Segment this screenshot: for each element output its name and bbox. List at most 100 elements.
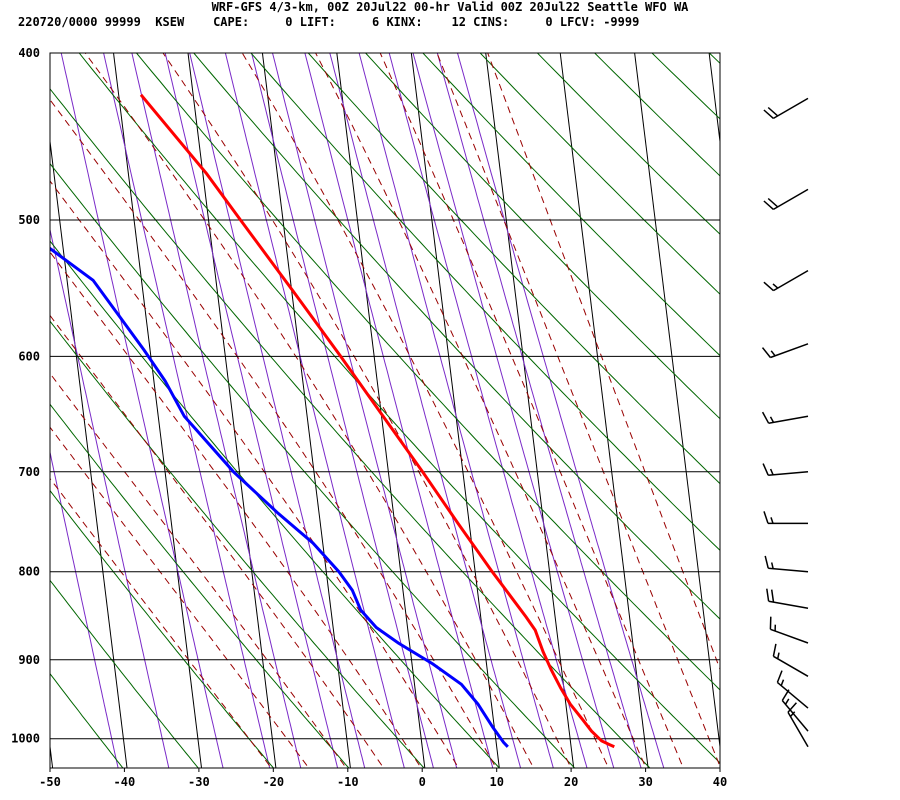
wind-barb-feather bbox=[762, 463, 769, 476]
wind-barb-feather bbox=[761, 347, 771, 358]
isotherm-line bbox=[410, 53, 500, 768]
dry-adiabat-line bbox=[593, 53, 720, 177]
wind-barb-staff bbox=[776, 681, 809, 709]
wind-barb-half-feather bbox=[789, 711, 796, 717]
wind-barb bbox=[761, 343, 809, 359]
mixing-ratio-line bbox=[50, 227, 170, 768]
moist-adiabat-line bbox=[50, 426, 310, 768]
mixing-ratio-line bbox=[271, 53, 458, 768]
moist-adiabat-line bbox=[50, 251, 422, 768]
isotherm-line bbox=[50, 137, 128, 768]
wind-barb-feather bbox=[767, 197, 779, 208]
wind-barb-half-feather bbox=[770, 517, 774, 524]
dry-adiabat-line bbox=[651, 53, 720, 120]
pressure-tick-labels: 400 500 600 700 800 900 1000 bbox=[11, 46, 40, 746]
wind-barb bbox=[769, 616, 809, 644]
isotherm-line bbox=[485, 53, 575, 768]
wind-barb-feather bbox=[763, 511, 769, 524]
wind-barb bbox=[766, 588, 809, 609]
wind-barb-staff bbox=[770, 343, 809, 359]
wind-barb-staff bbox=[768, 567, 809, 573]
wind-barb-half-feather bbox=[770, 350, 776, 357]
temperature-tick-label: -20 bbox=[262, 775, 284, 789]
wind-barb-half-feather bbox=[776, 652, 780, 659]
dry-adiabat-line bbox=[50, 489, 275, 768]
moist-adiabat-line bbox=[84, 53, 535, 768]
pressure-tick-label: 900 bbox=[18, 653, 40, 667]
dry-adiabats bbox=[50, 34, 900, 775]
sounding-indices: 220720/0000 99999 KSEW CAPE: 0 LIFT: 6 K… bbox=[18, 15, 640, 29]
dry-adiabat-line bbox=[803, 34, 900, 775]
mixing-ratio-line bbox=[103, 53, 271, 768]
wind-barb-half-feather bbox=[784, 698, 790, 705]
pressure-tick-label: 800 bbox=[18, 565, 40, 579]
isotherm-line bbox=[336, 53, 426, 768]
wind-barb bbox=[763, 269, 809, 292]
wind-barb-feather bbox=[764, 555, 769, 569]
wind-barb-staff bbox=[768, 471, 809, 476]
isotherm-grid bbox=[50, 53, 720, 768]
temperature-tick-label: 30 bbox=[638, 775, 652, 789]
wind-barb-staff bbox=[768, 600, 809, 609]
dry-adiabat-line bbox=[479, 53, 720, 295]
wind-barb-feather bbox=[761, 411, 770, 424]
temperature-tick-label: -50 bbox=[39, 775, 61, 789]
moist-adiabat-line bbox=[50, 477, 273, 768]
wind-barb-staff bbox=[768, 415, 809, 424]
chart-title: WRF-GFS 4/3-km, 00Z 20Jul22 00-hr Valid … bbox=[211, 0, 689, 14]
moist-adiabat-line bbox=[162, 53, 572, 768]
temperature-profile-line bbox=[139, 93, 615, 749]
wind-barb-feather bbox=[763, 281, 774, 292]
wind-barb-feather bbox=[787, 702, 797, 713]
wind-barb-staff bbox=[773, 188, 809, 211]
wind-barb-half-feather bbox=[769, 468, 774, 476]
mixing-ratio-line bbox=[412, 53, 615, 768]
moist-adiabat-line bbox=[315, 53, 647, 768]
isotherm-line bbox=[634, 53, 720, 751]
wind-barb-staff bbox=[787, 711, 809, 748]
moist-adiabat-line bbox=[487, 53, 720, 671]
wind-barb bbox=[761, 411, 809, 424]
temperature-tick-label: 40 bbox=[713, 775, 727, 789]
wind-barb-feather bbox=[767, 106, 779, 117]
wind-barb-feather bbox=[763, 109, 774, 119]
dewpoint-profile-line bbox=[50, 246, 509, 748]
moist-adiabat-line bbox=[50, 98, 497, 768]
pressure-tick-label: 500 bbox=[18, 213, 40, 227]
plot-frame bbox=[49, 52, 721, 769]
wind-barb-staff bbox=[770, 628, 809, 644]
isotherm-line bbox=[559, 53, 649, 768]
wind-barb bbox=[772, 643, 809, 677]
dry-adiabat-line bbox=[747, 34, 900, 775]
dry-adiabat-line bbox=[78, 53, 720, 764]
wind-barb-half-feather bbox=[770, 562, 774, 569]
dry-adiabat-line bbox=[50, 162, 576, 768]
dry-adiabat-line bbox=[422, 53, 720, 357]
moist-adiabat-line bbox=[436, 53, 720, 768]
temperature-tick-label: 0 bbox=[419, 775, 426, 789]
wind-barb-feather bbox=[781, 689, 790, 701]
wind-barb-half-feather bbox=[772, 283, 779, 289]
moist-adiabat-line bbox=[50, 314, 385, 768]
wind-barb bbox=[762, 463, 809, 476]
isotherm-line bbox=[113, 53, 203, 768]
wind-barb bbox=[781, 689, 809, 732]
wind-barb bbox=[764, 555, 809, 573]
temperature-tick-labels: -50 -40 -30 -20 -10 0 10 20 30 40 bbox=[39, 768, 727, 789]
wind-barb-feather bbox=[766, 588, 770, 602]
wind-barb-feather bbox=[770, 589, 775, 603]
dry-adiabat-line bbox=[50, 320, 425, 768]
wind-barb-staff bbox=[773, 97, 809, 120]
wind-barb-feather bbox=[763, 200, 774, 210]
mixing-ratio-line bbox=[436, 53, 642, 768]
wind-barb bbox=[763, 188, 809, 211]
wind-barb-staff bbox=[781, 700, 809, 732]
wind-barb-feather bbox=[772, 643, 777, 657]
wind-barb bbox=[763, 97, 809, 120]
mixing-ratio-line bbox=[329, 53, 522, 768]
mixing-ratio-line bbox=[304, 53, 494, 768]
profile-lines bbox=[50, 93, 615, 749]
isotherm-line bbox=[261, 53, 351, 768]
mixing-ratio-line bbox=[50, 450, 119, 768]
